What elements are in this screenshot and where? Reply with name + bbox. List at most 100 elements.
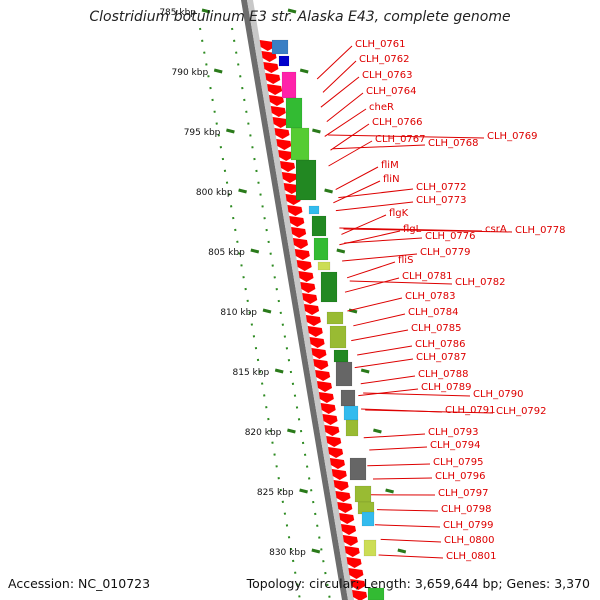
scale-tick-mark [250, 248, 260, 254]
gene-arrow [307, 326, 323, 337]
scale-tick-mark [274, 368, 284, 374]
gene-label: CLH_0768 [428, 138, 479, 149]
gene-label: CLH_0763 [362, 70, 413, 81]
gene-arrow [292, 238, 308, 249]
gene-label: CLH_0784 [408, 307, 459, 318]
gene-label-connector [347, 297, 403, 312]
gene-label: CLH_0800 [444, 535, 495, 546]
scale-tick-mark [213, 68, 223, 74]
accession-label: Accession: NC_010723 [8, 576, 151, 591]
feature-block [278, 55, 290, 67]
gene-label: CLH_0769 [487, 131, 538, 142]
feature-block [320, 271, 338, 303]
gene-label: CLH_0782 [455, 277, 506, 288]
gene-arrow [324, 425, 340, 436]
gene-arrow [341, 524, 357, 535]
gene-label: CLH_0762 [359, 54, 410, 65]
scale-tick-label: 810 kbp [220, 308, 257, 318]
scale-tick-mark-inner [324, 188, 333, 194]
gene-arrow [339, 513, 355, 524]
gene-arrow [317, 381, 333, 392]
gene-label: CLH_0764 [366, 86, 417, 97]
gene-arrow [276, 139, 292, 150]
gene-arrow [272, 117, 288, 128]
scale-tick-mark [287, 428, 296, 434]
gene-arrow [313, 359, 329, 370]
gene-label-connector [380, 538, 442, 543]
gene-label-connector [358, 388, 419, 397]
gene-arrow [333, 480, 349, 491]
gene-arrow [331, 469, 347, 480]
gene-arrow [335, 491, 351, 502]
gene-label-connector [374, 524, 441, 528]
gene-label: CLH_0797 [438, 488, 489, 499]
backbone-face [247, 0, 354, 600]
gene-label-connector [333, 144, 426, 150]
gene-arrow [311, 348, 327, 359]
gene-label-connector [357, 345, 413, 356]
gene-label-connector [338, 188, 414, 199]
gene-label-connector [353, 313, 406, 327]
feature-block [349, 457, 367, 481]
feature-block [295, 159, 317, 201]
gene-label: CLH_0786 [415, 339, 466, 350]
gene-label-connector [320, 76, 360, 108]
gene-arrow [296, 260, 312, 271]
gene-arrow [344, 546, 360, 557]
gene-label: csrA [485, 224, 507, 235]
scale-tick-mark [201, 8, 211, 14]
gene-label: CLH_0783 [405, 291, 456, 302]
scale-tick-label: 825 kbp [257, 488, 294, 498]
gene-label-connector [322, 60, 357, 93]
gene-label-connector [344, 277, 400, 293]
scale-tick-mark [299, 488, 308, 494]
genome-summary: Topology: circular; Length: 3,659,644 bp… [246, 576, 590, 591]
feature-block [285, 97, 303, 129]
gene-label: CLH_0787 [416, 352, 467, 363]
gene-arrow [289, 216, 305, 227]
gene-label-connector [341, 214, 387, 235]
gene-label: CLH_0794 [430, 440, 481, 451]
feature-block [317, 261, 331, 271]
feature-block [333, 349, 349, 363]
gene-arrow [315, 370, 331, 381]
gene-label: CLH_0776 [425, 231, 476, 242]
gene-label-connector [351, 329, 409, 342]
gene-label-connector [378, 554, 444, 559]
backbone-edge [241, 0, 348, 600]
scale-tick-mark-inner [373, 428, 382, 434]
gene-arrow [265, 73, 281, 84]
gene-label: CLH_0773 [416, 195, 467, 206]
gene-arrow [281, 172, 297, 183]
gene-label: CLH_0798 [441, 504, 492, 515]
gene-arrow [350, 579, 366, 590]
gene-label: CLH_0801 [446, 551, 497, 562]
gene-arrow [329, 458, 345, 469]
gene-label: CLH_0772 [416, 182, 467, 193]
gene-label-connector [342, 253, 418, 262]
scale-tick-label: 790 kbp [172, 68, 209, 78]
gene-arrow [322, 414, 338, 425]
feature-block [345, 419, 359, 437]
scale-tick-mark [311, 548, 321, 554]
gene-label-connector [339, 227, 483, 232]
feature-block [363, 539, 377, 557]
gene-arrow [287, 205, 303, 216]
gene-label-connector [369, 446, 428, 451]
gene-label-connector [372, 477, 433, 480]
feature-block [313, 237, 329, 261]
gene-arrow [346, 557, 362, 568]
gene-label-connector [335, 201, 414, 212]
scale-tick-mark [238, 188, 247, 194]
scale-tick-mark-inner [287, 8, 297, 14]
gene-label: fliN [383, 174, 400, 185]
gene-arrow [320, 403, 336, 414]
scale-tick-label: 820 kbp [245, 428, 282, 438]
gene-label: cheR [369, 102, 394, 113]
gene-label-connector [316, 45, 353, 80]
gene-label-connector [328, 140, 373, 167]
gene-label: CLH_0778 [515, 225, 566, 236]
scale-tick-mark-inner [336, 248, 346, 254]
feature-block [326, 311, 344, 325]
scale-tick-label: 815 kbp [233, 368, 270, 378]
